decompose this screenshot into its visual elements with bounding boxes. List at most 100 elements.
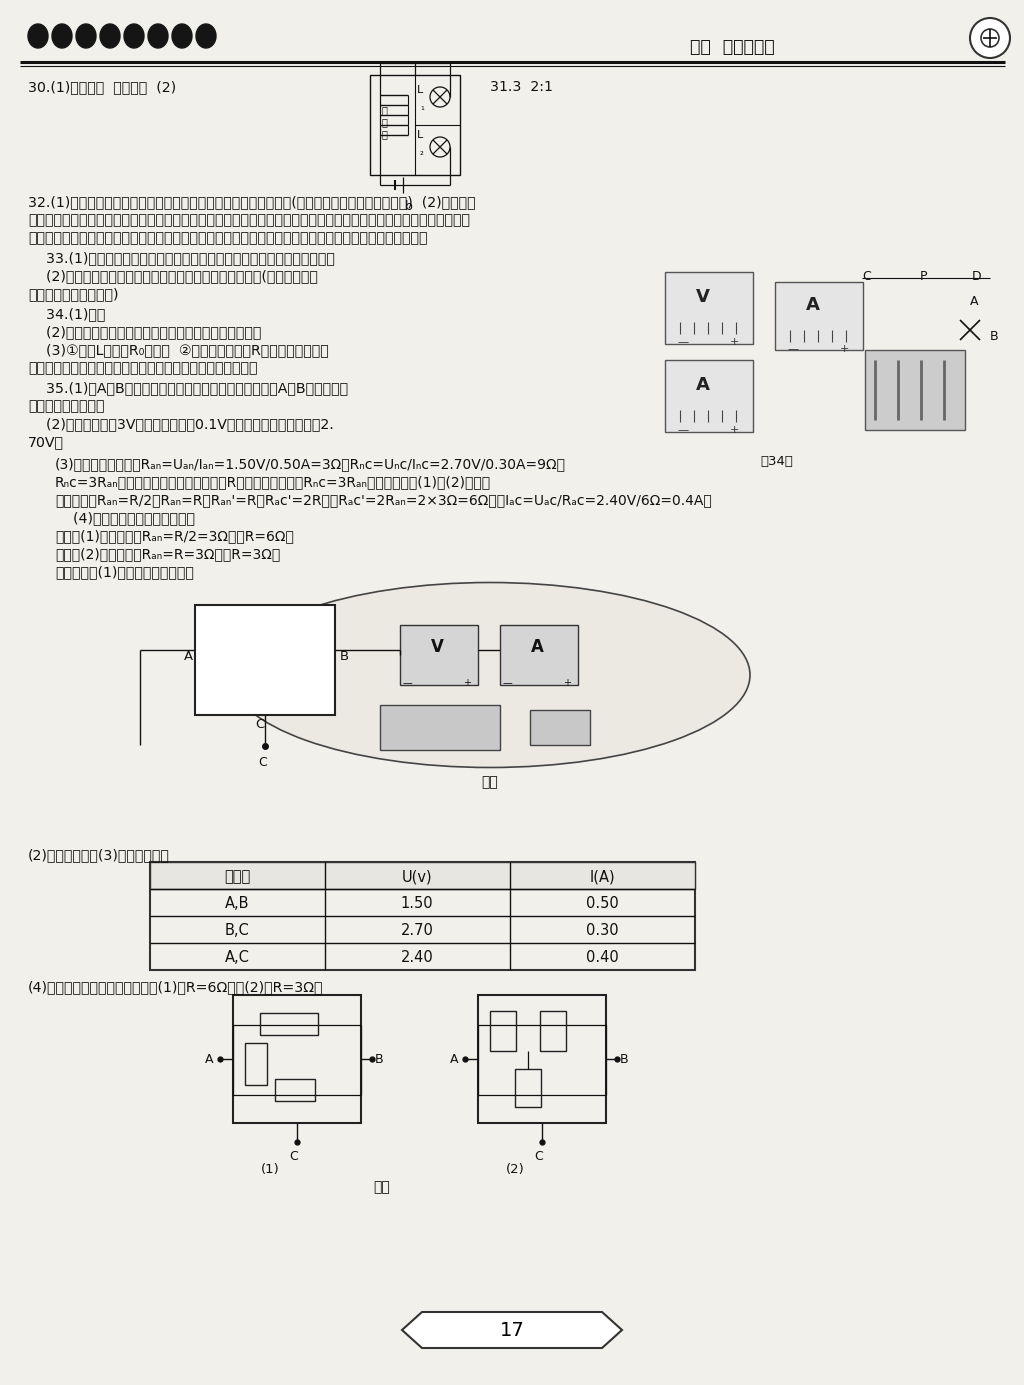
Text: 0.30: 0.30 [586,922,618,938]
Text: 在图二(2)所示情况中Rₐₙ=R=3Ω，则R=3Ω；: 在图二(2)所示情况中Rₐₙ=R=3Ω，则R=3Ω； [55,547,281,561]
Ellipse shape [172,24,193,48]
Text: B: B [340,650,349,663]
Text: A: A [696,375,710,393]
Text: —: — [677,337,688,348]
Circle shape [970,18,1010,58]
Bar [275,1079,315,1101]
Bar [515,1069,541,1107]
Text: C: C [534,1150,543,1163]
Text: 的部位是胚芽鞘的尖端): 的部位是胚芽鞘的尖端) [28,287,119,301]
Bar [260,1012,318,1035]
Text: A,B: A,B [224,896,249,911]
Bar [775,283,863,350]
Text: 电路图如图一所示。: 电路图如图一所示。 [28,399,104,413]
Text: 30.(1)逐渐增大  逐渐减小  (2): 30.(1)逐渐增大 逐渐减小 (2) [28,80,176,94]
Text: A: A [806,296,820,314]
Text: 0.40: 0.40 [586,950,618,965]
Text: 70V。: 70V。 [28,435,63,449]
Text: B,C: B,C [224,922,250,938]
Text: +: + [730,337,739,348]
Text: ₁: ₁ [420,102,424,112]
Text: 34.(1)如图: 34.(1)如图 [28,307,105,321]
Text: A: A [970,295,979,307]
Bar [370,75,460,175]
Text: Rₙc=3Rₐₙ；盒内的电路由三个阻值均为R的电阻组成，符合Rₙc=3Rₐₙ的电路如图二(1)与(2)所示；: Rₙc=3Rₐₙ；盒内的电路由三个阻值均为R的电阻组成，符合Rₙc=3Rₐₙ的电… [55,475,492,489]
Bar [195,605,335,715]
Bar [530,711,590,745]
Text: +: + [563,679,571,688]
Bar [540,1011,566,1051]
Text: P: P [920,270,928,283]
Bar [400,625,478,686]
Bar [490,1011,516,1051]
Text: 片: 片 [382,129,388,139]
Text: 故答案为，(1)电路图如图一所示。: 故答案为，(1)电路图如图一所示。 [55,565,194,579]
Ellipse shape [148,24,168,48]
Text: U(v): U(v) [401,868,432,884]
Ellipse shape [124,24,144,48]
Text: V: V [696,288,710,306]
Bar [500,625,578,686]
Text: ₂: ₂ [420,147,424,157]
Text: 簧: 簧 [382,116,388,127]
Bar [245,1043,267,1084]
Text: 第34题: 第34题 [760,456,793,468]
Text: 图二: 图二 [374,1180,390,1194]
Text: 接触点: 接触点 [224,868,250,884]
Text: C: C [255,717,264,731]
Bar [380,705,500,751]
Text: —: — [787,343,798,355]
Text: A: A [205,1053,213,1066]
Bar [665,360,753,432]
Text: 0.50: 0.50 [586,896,618,911]
Text: 1.50: 1.50 [400,896,433,911]
Text: 弹: 弹 [382,105,388,115]
Ellipse shape [230,583,750,767]
Text: 图一: 图一 [481,776,499,789]
Bar [478,994,606,1123]
Text: b: b [406,199,413,213]
Text: V: V [430,638,443,656]
Text: 厚，像间的距离越大。或：同一支蜡烛所成的两个像间的距离大于玻璃板的厚度，小于玻璃板厚度的两倍。: 厚，像间的距离越大。或：同一支蜡烛所成的两个像间的距离大于玻璃板的厚度，小于玻璃… [28,231,427,245]
Text: 32.(1)物体在前反射面中所成的像和物体到前反射面的距离相等。(像和物体到平面镜的距离相等)  (2)同一支蜡: 32.(1)物体在前反射面中所成的像和物体到前反射面的距离相等。(像和物体到平面… [28,195,475,209]
Text: L: L [417,130,423,140]
Bar [150,861,695,970]
Text: (2)因小灯泡两端的电压过大，引起灯泡烧毁电路断路。: (2)因小灯泡两端的电压过大，引起灯泡烧毁电路断路。 [28,325,261,339]
Text: 2.40: 2.40 [400,950,433,965]
Bar [150,861,695,889]
Text: +: + [730,425,739,435]
Bar [233,994,361,1123]
Text: B: B [990,330,998,343]
Text: A: A [450,1053,459,1066]
Text: 科学  八年级下册: 科学 八年级下册 [690,37,774,55]
Text: (3)①灯泡L短路或R₀断路，  ②接在滑动变阻器R两端并观察电压表: (3)①灯泡L短路或R₀断路， ②接在滑动变阻器R两端并观察电压表 [28,343,329,357]
Text: —: — [677,425,688,435]
Ellipse shape [100,24,120,48]
Text: —: — [503,679,513,688]
Text: A: A [530,638,544,656]
Text: D: D [972,270,982,283]
Text: (2)电压表量程是3V，最小分度值是0.1V，由图知：电压表示数是2.: (2)电压表量程是3V，最小分度值是0.1V，由图知：电压表示数是2. [28,417,334,431]
Bar [665,271,753,343]
Text: (4)可能的电路图如图二所示；: (4)可能的电路图如图二所示； [55,511,195,525]
Polygon shape [402,1312,622,1348]
Text: C: C [289,1150,298,1163]
Ellipse shape [28,24,48,48]
Text: (2)去尖端的胚芽鞘向左弯曲生长蒙不会向背光一侧转移(或感受光刺激: (2)去尖端的胚芽鞘向左弯曲生长蒙不会向背光一侧转移(或感受光刺激 [28,269,317,283]
Text: (2)如下表所示；(3)如下表所示；: (2)如下表所示；(3)如下表所示； [28,848,170,861]
Text: 在图二(1)所示情况中Rₐₙ=R/2=3Ω，则R=6Ω；: 在图二(1)所示情况中Rₐₙ=R/2=3Ω，则R=6Ω； [55,529,294,543]
Text: 17: 17 [500,1320,524,1339]
Text: (4)可能的电路图如图二所示，在(1)中R=6Ω，在(2)中R=3Ω。: (4)可能的电路图如图二所示，在(1)中R=6Ω，在(2)中R=3Ω。 [28,981,324,994]
Text: 31.3  2:1: 31.3 2:1 [490,80,553,94]
Text: +: + [463,679,471,688]
Text: 烛在同一厚度玻璃中所成的两个像间的距离相等；同一支蜡烛在不同厚度玻璃中所成的两个像间的距离不等，且玻璃越: 烛在同一厚度玻璃中所成的两个像间的距离相等；同一支蜡烛在不同厚度玻璃中所成的两个… [28,213,470,227]
Bar [865,350,965,429]
Text: I(A): I(A) [589,868,614,884]
Text: C: C [258,756,266,769]
Text: A: A [184,650,194,663]
Text: 35.(1)把A、B两接线柱串联在电路中，电压表并联接在A、B接线柱上，: 35.(1)把A、B两接线柱串联在电路中，电压表并联接在A、B接线柱上， [28,381,348,395]
Text: 由电路图知Rₐₙ=R/2或Rₐₙ=R，Rₐₙ'=R或Rₐc'=2R，则Rₐc'=2Rₐₙ=2×3Ω=6Ω，则Iₐc=Uₐc/Rₐc=2.40V/6Ω=0.4A。: 由电路图知Rₐₙ=R/2或Rₐₙ=R，Rₐₙ'=R或Rₐc'=2R，则Rₐc'=… [55,493,712,507]
Text: (3)由表中数据可得，Rₐₙ=Uₐₙ/Iₐₙ=1.50V/0.50A=3Ω；Rₙc=Uₙc/Iₙc=2.70V/0.30A=9Ω；: (3)由表中数据可得，Rₐₙ=Uₐₙ/Iₐₙ=1.50V/0.50A=3Ω；Rₙ… [55,457,566,471]
Text: L: L [417,84,423,96]
Text: B: B [620,1053,629,1066]
